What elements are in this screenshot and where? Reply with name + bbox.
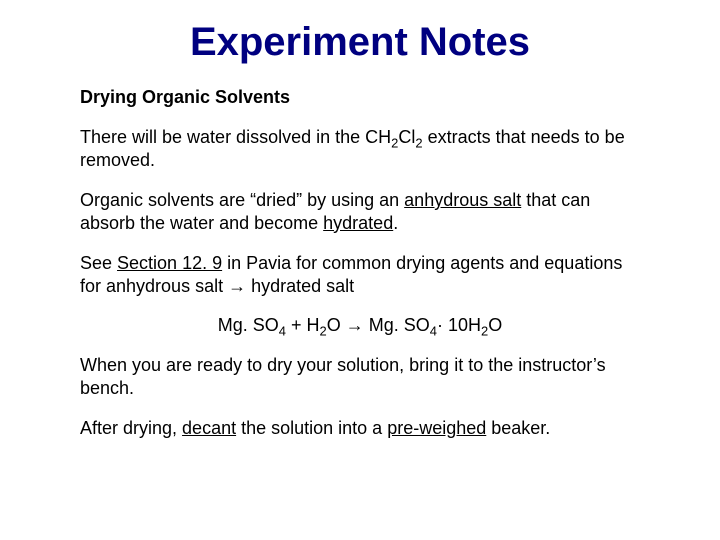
paragraph-4: When you are ready to dry your solution,… — [80, 354, 640, 399]
underline-anhydrous-salt: anhydrous salt — [404, 190, 521, 210]
text: · 10H — [437, 315, 481, 335]
text: O — [488, 315, 502, 335]
text: Organic solvents are “dried” by using an — [80, 190, 404, 210]
text: Mg. SO — [218, 315, 279, 335]
underline-hydrated: hydrated — [323, 213, 393, 233]
subscript: 4 — [279, 324, 286, 339]
paragraph-1: There will be water dissolved in the CH 2… — [80, 126, 640, 171]
slide: Experiment Notes Drying Organic Solvents… — [0, 0, 720, 478]
subscript: 2 — [415, 136, 422, 151]
page-title: Experiment Notes — [80, 20, 640, 65]
text: After drying, — [80, 418, 182, 438]
text: Cl — [398, 127, 415, 147]
text: See — [80, 253, 117, 273]
text: O → Mg. SO — [327, 315, 430, 335]
section-subtitle: Drying Organic Solvents — [80, 87, 640, 108]
paragraph-2: Organic solvents are “dried” by using an… — [80, 189, 640, 234]
text: beaker. — [486, 418, 550, 438]
subscript: 2 — [320, 324, 327, 339]
underline-section: Section 12. 9 — [117, 253, 222, 273]
text: + H — [286, 315, 320, 335]
text: . — [393, 213, 398, 233]
text: There will be water dissolved in the CH — [80, 127, 391, 147]
equation: Mg. SO4 + H2O → Mg. SO4· 10H2O — [80, 315, 640, 336]
text: the solution into a — [236, 418, 387, 438]
subscript: 4 — [430, 324, 437, 339]
paragraph-3: See Section 12. 9 in Pavia for common dr… — [80, 252, 640, 297]
paragraph-5: After drying, decant the solution into a… — [80, 417, 640, 440]
underline-pre-weighed: pre-weighed — [387, 418, 486, 438]
underline-decant: decant — [182, 418, 236, 438]
